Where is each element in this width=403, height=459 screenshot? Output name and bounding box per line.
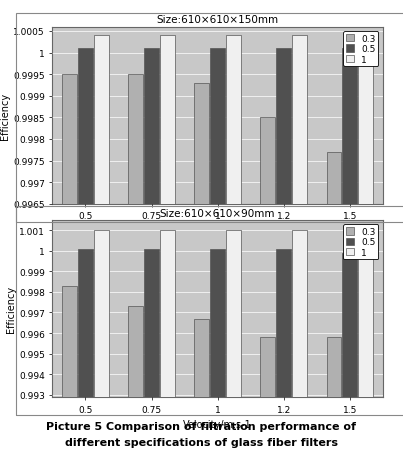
Bar (343, 253, 357, 397)
Bar (78, 49, 93, 204)
Bar (210, 249, 225, 397)
Bar (326, 337, 341, 397)
Bar (276, 249, 291, 397)
Bar (326, 152, 341, 204)
Bar (194, 84, 209, 204)
X-axis label: Velocity/m.s-1: Velocity/m.s-1 (183, 419, 252, 429)
Bar (260, 337, 275, 397)
Title: Size:610×610×90mm: Size:610×610×90mm (160, 208, 275, 218)
Y-axis label: Efficiency: Efficiency (6, 285, 16, 332)
Bar (144, 249, 159, 397)
Y-axis label: Efficiency: Efficiency (0, 92, 10, 140)
Legend: 0.3, 0.5, 1: 0.3, 0.5, 1 (343, 32, 378, 67)
Bar (62, 75, 77, 204)
Bar (210, 49, 225, 204)
Bar (343, 49, 357, 204)
Bar (194, 319, 209, 397)
Bar (160, 230, 175, 397)
Bar (94, 230, 109, 397)
Bar (78, 249, 93, 397)
Bar (160, 36, 175, 204)
X-axis label: Velocity/m.s-1: Velocity/m.s-1 (183, 226, 252, 236)
Bar (226, 230, 241, 397)
Title: Size:610×610×150mm: Size:610×610×150mm (156, 16, 279, 25)
Bar (260, 118, 275, 204)
Bar (62, 286, 77, 397)
Text: Picture 5 Comparison of filtration performance of: Picture 5 Comparison of filtration perfo… (46, 421, 357, 431)
Bar (226, 36, 241, 204)
Bar (128, 307, 143, 397)
Bar (276, 49, 291, 204)
Bar (292, 230, 307, 397)
Bar (144, 49, 159, 204)
Bar (358, 36, 373, 204)
Bar (128, 75, 143, 204)
Bar (292, 36, 307, 204)
Bar (358, 230, 373, 397)
Bar (94, 36, 109, 204)
Text: different specifications of glass fiber filters: different specifications of glass fiber … (65, 437, 338, 447)
Legend: 0.3, 0.5, 1: 0.3, 0.5, 1 (343, 225, 378, 260)
